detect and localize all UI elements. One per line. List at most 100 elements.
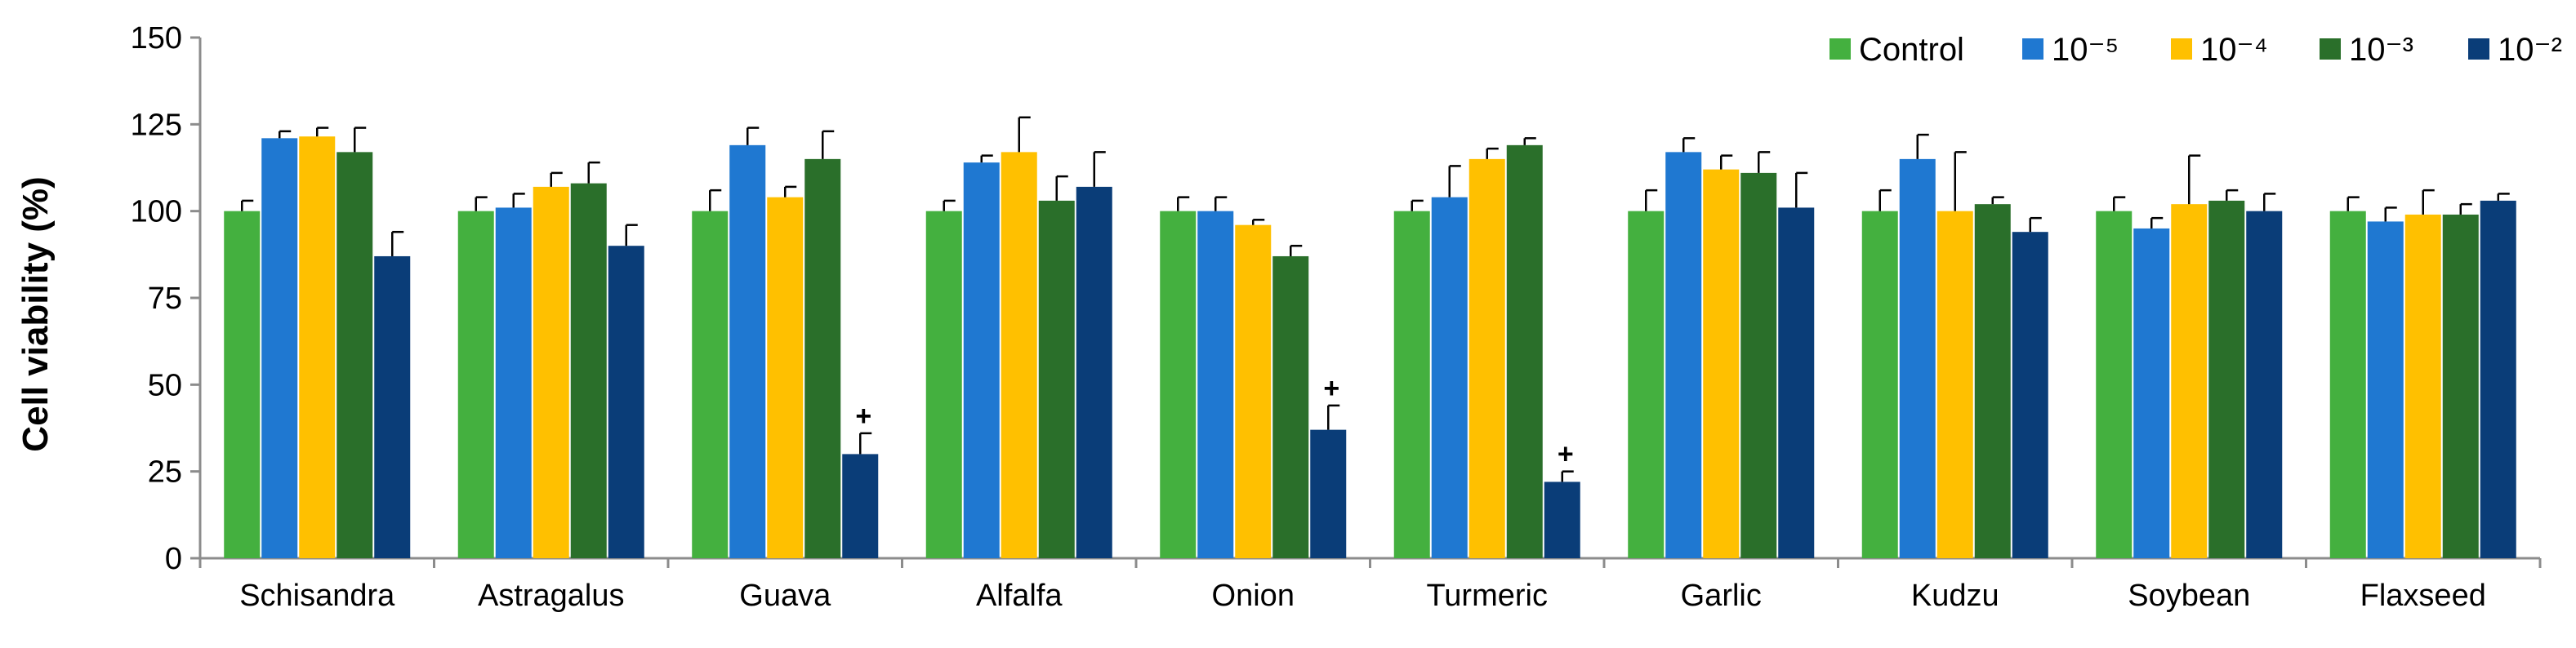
bar-soybean-10neg2 — [2246, 211, 2283, 558]
error-bar-garlic-10neg4 — [1720, 154, 1733, 170]
x-tick-label-astragalus: Astragalus — [478, 579, 625, 613]
bar-onion-10neg2 — [1310, 429, 1347, 558]
bar-garlic-control — [1628, 211, 1665, 558]
significance-marker-guava: + — [855, 401, 871, 432]
error-bar-onion-10neg5 — [1214, 196, 1228, 211]
error-bar-flaxseed-10neg2 — [2497, 193, 2510, 201]
error-bar-turmeric-control — [1411, 199, 1424, 211]
bar-onion-10neg4 — [1235, 224, 1272, 558]
bar-soybean-10neg5 — [2133, 228, 2170, 558]
bar-garlic-10neg2 — [1778, 207, 1815, 558]
bar-alfalfa-10neg2 — [1076, 186, 1112, 559]
x-tick-label-garlic: Garlic — [1681, 579, 1762, 613]
y-tick-label: 100 — [131, 195, 182, 229]
legend-swatch — [1829, 38, 1851, 60]
bar-flaxseed-10neg3 — [2442, 214, 2479, 558]
bar-onion-control — [1160, 211, 1197, 558]
error-bar-schisandra-10neg2 — [391, 230, 404, 256]
legend-label: Control — [1859, 32, 1964, 68]
bar-schisandra-10neg5 — [261, 138, 298, 558]
legend-label: 10⁻⁵ — [2052, 32, 2119, 68]
bar-turmeric-10neg3 — [1506, 144, 1543, 558]
bar-schisandra-10neg3 — [336, 152, 373, 559]
error-bar-soybean-10neg4 — [2188, 154, 2201, 205]
y-tick-label: 125 — [131, 108, 182, 142]
bar-onion-10neg5 — [1197, 211, 1234, 558]
bar-turmeric-control — [1393, 211, 1430, 558]
legend-item-control: Control — [1829, 32, 1964, 68]
error-bar-astragalus-10neg3 — [587, 161, 600, 184]
error-bar-kudzu-control — [1879, 189, 1892, 211]
error-bar-onion-10neg3 — [1290, 244, 1303, 256]
error-bar-onion-10neg4 — [1252, 219, 1265, 225]
bar-soybean-control — [2096, 211, 2133, 558]
legend: Control 10⁻⁵ 10⁻⁴ 10⁻³ 10⁻² — [1829, 32, 2562, 68]
error-bar-astragalus-control — [475, 196, 488, 211]
bar-kudzu-10neg5 — [1899, 158, 1936, 558]
error-bar-turmeric-10neg5 — [1448, 165, 1461, 198]
error-bar-schisandra-10neg3 — [354, 126, 367, 153]
legend-swatch — [2468, 38, 2489, 60]
x-tick-label-schisandra: Schisandra — [239, 579, 395, 613]
x-tick-label-onion: Onion — [1212, 579, 1295, 613]
bar-guava-10neg2 — [842, 454, 879, 558]
error-bar-guava-10neg4 — [784, 185, 797, 198]
error-bar-onion-control — [1177, 196, 1190, 211]
error-bar-turmeric-10neg2 — [1561, 470, 1574, 482]
bar-astragalus-10neg3 — [570, 183, 607, 558]
bar-alfalfa-10neg5 — [963, 162, 1000, 558]
legend-item-10neg3: 10⁻³ — [2320, 32, 2413, 68]
y-tick-label: 25 — [148, 455, 182, 490]
bar-guava-10neg4 — [767, 197, 804, 559]
legend-item-10neg4: 10⁻⁴ — [2171, 32, 2268, 68]
x-tick-label-flaxseed: Flaxseed — [2360, 579, 2486, 613]
bar-guava-10neg3 — [804, 158, 841, 558]
y-tick-label: 75 — [148, 282, 182, 316]
bar-garlic-10neg5 — [1665, 152, 1702, 559]
error-bar-turmeric-10neg4 — [1486, 147, 1499, 159]
error-bar-schisandra-control — [241, 199, 254, 211]
bar-kudzu-control — [1861, 211, 1898, 558]
bar-schisandra-control — [224, 211, 261, 558]
error-bar-kudzu-10neg5 — [1916, 133, 1929, 159]
x-tick-label-alfalfa: Alfalfa — [976, 579, 1063, 613]
legend-swatch — [2171, 38, 2192, 60]
error-bar-soybean-control — [2113, 196, 2126, 211]
bar-schisandra-10neg4 — [299, 136, 336, 559]
bar-astragalus-10neg5 — [495, 207, 532, 558]
y-tick-label: 50 — [148, 368, 182, 402]
error-bar-schisandra-10neg5 — [279, 130, 292, 139]
bar-turmeric-10neg2 — [1544, 482, 1580, 558]
error-bar-alfalfa-control — [943, 199, 956, 211]
significance-marker-onion: + — [1323, 373, 1339, 404]
bar-alfalfa-10neg3 — [1038, 200, 1075, 558]
bar-flaxseed-10neg2 — [2480, 200, 2516, 558]
legend-item-10neg5: 10⁻⁵ — [2022, 32, 2119, 68]
error-bar-onion-10neg2 — [1327, 404, 1340, 430]
error-bar-garlic-10neg2 — [1795, 171, 1808, 208]
error-bar-turmeric-10neg3 — [1523, 137, 1536, 145]
y-tick-label: 0 — [165, 542, 182, 576]
bar-flaxseed-10neg4 — [2404, 214, 2441, 558]
legend-label: 10⁻³ — [2349, 32, 2413, 68]
error-bar-flaxseed-10neg3 — [2459, 202, 2472, 215]
error-bar-flaxseed-10neg5 — [2384, 206, 2397, 222]
bar-guava-control — [692, 211, 729, 558]
legend-label: 10⁻⁴ — [2200, 32, 2268, 68]
significance-marker-turmeric: + — [1558, 439, 1574, 470]
bar-garlic-10neg3 — [1740, 172, 1777, 558]
bar-garlic-10neg4 — [1703, 169, 1740, 559]
bar-kudzu-10neg2 — [2012, 232, 2048, 558]
error-bar-garlic-control — [1645, 189, 1658, 211]
x-tick-label-guava: Guava — [739, 579, 831, 613]
error-bar-flaxseed-control — [2346, 196, 2360, 211]
error-bar-alfalfa-10neg3 — [1055, 175, 1068, 201]
bar-astragalus-10neg4 — [533, 186, 569, 559]
bar-guava-10neg5 — [729, 144, 766, 558]
y-axis-title: Cell viability (%) — [16, 176, 56, 451]
error-bar-kudzu-10neg2 — [2029, 216, 2042, 233]
x-tick-label-kudzu: Kudzu — [1911, 579, 1999, 613]
error-bar-garlic-10neg5 — [1682, 137, 1696, 153]
